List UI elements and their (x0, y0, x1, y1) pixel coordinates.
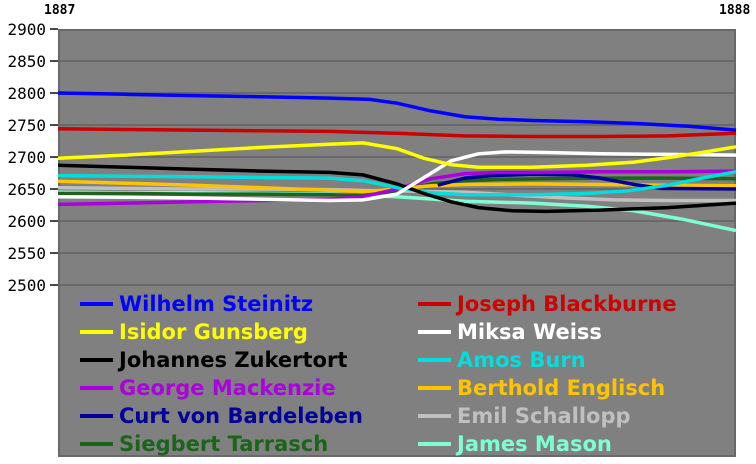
legend-item-emil-schallopp: Emil Schallopp (418, 402, 631, 430)
y-tick-2900 (50, 28, 58, 30)
x-axis-end-label: 1888 (719, 3, 751, 18)
y-tick-label-2650: 2650 (7, 180, 46, 199)
y-tick-label-2550: 2550 (7, 244, 46, 263)
legend-label-curt-von-bardeleben: Curt von Bardeleben (119, 404, 363, 428)
legend-label-berthold-englisch: Berthold Englisch (457, 376, 666, 400)
legend-label-wilhelm-steinitz: Wilhelm Steinitz (119, 292, 314, 316)
y-tick-2550 (50, 252, 58, 254)
series-line-wilhelm-steinitz (57, 91, 737, 132)
legend-item-james-mason: James Mason (418, 430, 612, 458)
y-tick-label-2500: 2500 (7, 276, 46, 295)
legend-item-curt-von-bardeleben: Curt von Bardeleben (80, 402, 363, 430)
gridline-2500 (58, 284, 736, 286)
legend-label-miksa-weiss: Miksa Weiss (457, 320, 602, 344)
gridline-2550 (58, 252, 736, 254)
legend-item-johannes-zukertort: Johannes Zukertort (80, 346, 347, 374)
legend-swatch-james-mason (418, 442, 451, 446)
legend-item-berthold-englisch: Berthold Englisch (418, 374, 665, 402)
legend-item-george-mackenzie: George Mackenzie (80, 374, 336, 402)
legend-item-siegbert-tarrasch: Siegbert Tarrasch (80, 430, 328, 458)
legend-swatch-amos-burn (418, 358, 451, 362)
legend-item-wilhelm-steinitz: Wilhelm Steinitz (80, 290, 313, 318)
y-tick-2700 (50, 156, 58, 158)
y-tick-label-2800: 2800 (7, 84, 46, 103)
legend-label-amos-burn: Amos Burn (457, 348, 586, 372)
y-tick-2500 (50, 284, 58, 286)
gridline-2850 (58, 60, 736, 62)
gridline-2600 (58, 220, 736, 222)
legend-item-miksa-weiss: Miksa Weiss (418, 318, 602, 346)
y-tick-label-2600: 2600 (7, 212, 46, 231)
series-line-isidor-gunsberg (57, 141, 737, 169)
x-axis-start-label: 1887 (44, 3, 76, 18)
y-tick-2800 (50, 92, 58, 94)
y-tick-label-2850: 2850 (7, 52, 46, 71)
series-lines (57, 91, 737, 233)
y-tick-label-2700: 2700 (7, 148, 46, 167)
legend-swatch-emil-schallopp (418, 414, 451, 418)
legend-label-george-mackenzie: George Mackenzie (119, 376, 336, 400)
legend-swatch-johannes-zukertort (80, 358, 113, 362)
legend-swatch-wilhelm-steinitz (80, 302, 113, 306)
plot-border-left (58, 29, 60, 457)
gridline-2800 (58, 92, 736, 94)
plot-area: Wilhelm Steinitz Isidor Gunsberg Johannes … (57, 29, 737, 458)
y-tick-2850 (50, 60, 58, 62)
legend-label-johannes-zukertort: Johannes Zukertort (119, 348, 348, 372)
legend-swatch-siegbert-tarrasch (80, 442, 113, 446)
legend-swatch-joseph-blackburne (418, 302, 451, 306)
legend-swatch-curt-von-bardeleben (80, 414, 113, 418)
y-tick-2600 (50, 220, 58, 222)
plot-border-top (58, 29, 736, 31)
plot-border-bottom (58, 455, 736, 457)
legend-swatch-george-mackenzie (80, 386, 113, 390)
legend-item-isidor-gunsberg: Isidor Gunsberg (80, 318, 308, 346)
series-line-johannes-zukertort (57, 163, 737, 214)
legend-label-siegbert-tarrasch: Siegbert Tarrasch (119, 432, 329, 456)
legend-label-james-mason: James Mason (457, 432, 612, 456)
gridline-2750 (58, 124, 736, 126)
gridline-2700 (58, 156, 736, 158)
y-tick-2750 (50, 124, 58, 126)
legend-label-joseph-blackburne: Joseph Blackburne (457, 292, 677, 316)
plot-border-right (734, 29, 736, 457)
legend-label-emil-schallopp: Emil Schallopp (457, 404, 631, 428)
legend-item-amos-burn: Amos Burn (418, 346, 586, 374)
y-tick-label-2750: 2750 (7, 116, 46, 135)
series-line-joseph-blackburne (57, 127, 737, 139)
legend-swatch-isidor-gunsberg (80, 330, 113, 334)
y-tick-label-2900: 2900 (7, 20, 46, 39)
series-line-miksa-weiss (57, 150, 737, 203)
y-tick-2650 (50, 188, 58, 190)
legend-swatch-berthold-englisch (418, 386, 451, 390)
series-line-amos-burn (57, 169, 737, 197)
legend-label-isidor-gunsberg: Isidor Gunsberg (119, 320, 308, 344)
legend-item-joseph-blackburne: Joseph Blackburne (418, 290, 677, 318)
legend-swatch-miksa-weiss (418, 330, 451, 334)
